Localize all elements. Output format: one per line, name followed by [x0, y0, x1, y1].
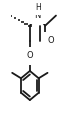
- Text: O: O: [27, 51, 33, 60]
- Text: N: N: [34, 11, 41, 20]
- Text: H: H: [35, 3, 41, 12]
- Text: O: O: [47, 36, 54, 45]
